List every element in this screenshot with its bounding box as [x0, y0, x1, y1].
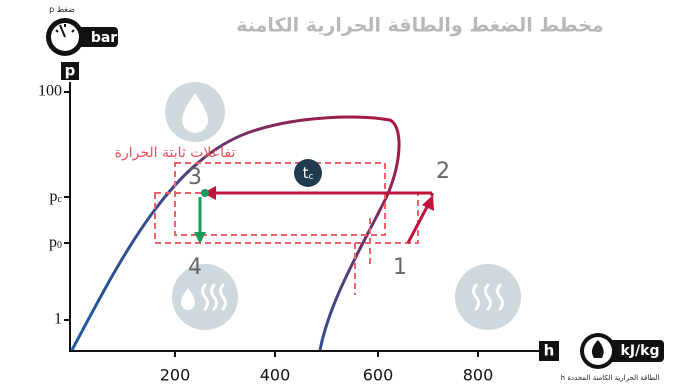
point-label: 4: [188, 255, 202, 280]
saturation-curve: [70, 115, 401, 351]
compression-arrow: [406, 204, 430, 244]
y-symbol: p: [65, 62, 76, 80]
x-caption: h الطاقة الحرارية الكامنة المحددة: [561, 374, 660, 382]
title: مخطط الضغط والطاقة الحرارية الكامنة: [236, 15, 603, 37]
flame: [591, 340, 604, 358]
y-tick-label: pc: [50, 188, 63, 206]
y-unit: bar: [91, 30, 117, 46]
y-caption: p ضغط: [49, 5, 75, 14]
gauge-needle: [55, 24, 75, 38]
temperature-marker: [294, 159, 322, 187]
x-symbol: h: [544, 342, 555, 360]
point-label: 3: [188, 165, 202, 190]
x-tick-label: 200: [160, 366, 191, 385]
icons: [165, 82, 521, 330]
point-label: 1: [393, 255, 407, 280]
y-tick-label: p0: [49, 234, 62, 252]
y-symbol-box: [61, 62, 79, 80]
y-tick-label: 100: [38, 83, 62, 100]
y-tick-label: 1: [54, 311, 62, 328]
x-unit: kJ/kg: [621, 343, 660, 359]
droplet: [182, 93, 208, 133]
x-tick-label: 800: [463, 366, 494, 385]
annotation: تفاعلات ثابتة الحرارة: [115, 145, 236, 161]
x-tick-label: 600: [363, 366, 394, 385]
droplet: [181, 288, 195, 310]
temperature-label: tc: [303, 164, 314, 182]
vapor: [201, 283, 504, 311]
point-label: 2: [436, 159, 450, 184]
x-symbol-box: [539, 341, 559, 361]
x-tick-label: 400: [260, 366, 291, 385]
